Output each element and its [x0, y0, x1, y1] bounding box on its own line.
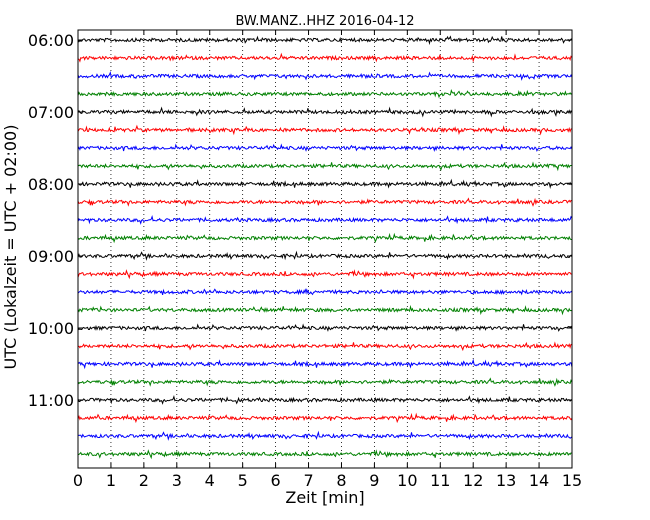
y-axis: 06:00 07:00 08:00 09:00 10:00 11:00 — [28, 31, 572, 410]
trace-line — [77, 430, 573, 441]
y-axis-label: UTC (Lokalzeit = UTC + 02:00) — [1, 125, 20, 370]
y-tick-label: 07:00 — [28, 103, 74, 122]
trace-line — [77, 449, 573, 460]
x-tick-label: 9 — [369, 471, 379, 490]
trace-line — [77, 341, 573, 352]
x-tick-label: 3 — [172, 471, 182, 490]
x-tick-label: 4 — [205, 471, 215, 490]
trace-line — [77, 250, 573, 261]
trace-line — [77, 304, 573, 316]
y-tick-label: 10:00 — [28, 319, 74, 338]
x-tick-label: 12 — [463, 471, 483, 490]
x-tick-label: 7 — [303, 471, 313, 490]
trace-line — [77, 377, 573, 387]
trace-line — [77, 35, 573, 46]
x-tick-label: 15 — [562, 471, 582, 490]
trace-line — [77, 232, 572, 244]
trace-line — [77, 269, 573, 280]
trace-line — [77, 52, 573, 63]
trace-line — [77, 71, 573, 81]
trace-line — [77, 323, 573, 332]
x-tick-label: 14 — [529, 471, 549, 490]
y-tick-label: 08:00 — [28, 175, 74, 194]
y-tick-label: 11:00 — [28, 391, 74, 410]
trace-line — [77, 161, 572, 172]
trace-line — [77, 288, 573, 296]
trace-line — [77, 394, 573, 405]
grid-lines — [110, 30, 540, 468]
trace-line — [77, 124, 573, 136]
plot-frame — [77, 29, 573, 469]
trace-line — [77, 214, 573, 225]
chart-title: BW.MANZ..HHZ 2016-04-12 — [235, 14, 414, 29]
x-tick-label: 5 — [238, 471, 248, 490]
trace-line — [77, 143, 573, 152]
trace-line — [77, 106, 573, 118]
trace-line — [77, 197, 573, 207]
trace-line — [77, 358, 573, 370]
x-tick-label: 6 — [271, 471, 281, 490]
x-tick-label: 8 — [336, 471, 346, 490]
x-tick-label: 2 — [139, 471, 149, 490]
x-tick-label: 0 — [73, 471, 83, 490]
x-axis: 0 1 2 3 4 5 6 7 8 9 10 11 12 13 14 15 — [73, 30, 582, 490]
x-tick-label: 1 — [106, 471, 116, 490]
y-tick-label: 09:00 — [28, 247, 74, 266]
seismic-traces — [77, 35, 573, 460]
x-tick-label: 11 — [430, 471, 450, 490]
trace-line — [77, 178, 573, 190]
x-tick-label: 10 — [397, 471, 417, 490]
x-axis-label: Zeit [min] — [285, 488, 364, 507]
y-tick-label: 06:00 — [28, 31, 74, 50]
trace-line — [77, 88, 573, 99]
trace-line — [77, 412, 573, 424]
x-tick-label: 13 — [496, 471, 516, 490]
